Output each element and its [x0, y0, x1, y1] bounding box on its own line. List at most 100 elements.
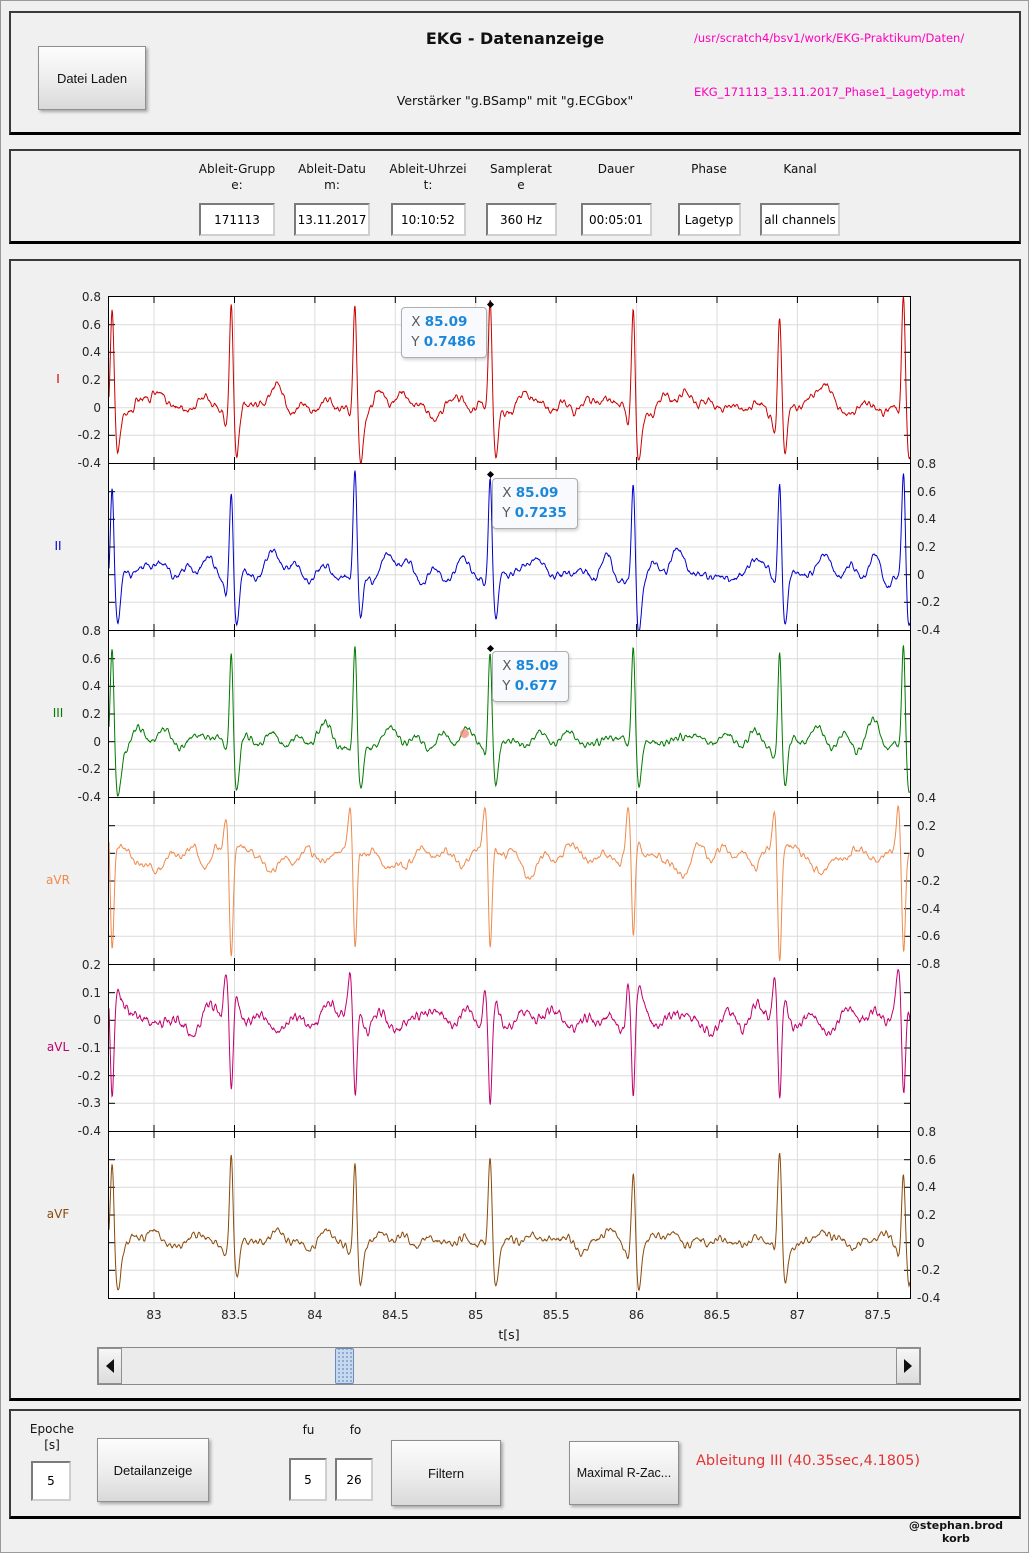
info-field-input[interactable] [199, 203, 275, 236]
info-field-input[interactable] [580, 203, 652, 236]
page-title: EKG - Datenanzeige [425, 29, 605, 48]
y-tick-label: -0.4 [917, 901, 941, 916]
scrollbar-thumb[interactable] [335, 1348, 355, 1384]
datatip-y-label: Y [502, 678, 515, 694]
datatip-y-value: 0.677 [514, 678, 558, 694]
y-tick-label: 0.2 [81, 707, 101, 721]
y-tick-label: 0 [917, 846, 925, 861]
x-tick-label: 84.5 [381, 1308, 409, 1322]
y-tick-label: 0 [917, 567, 925, 582]
datatip-y-value: 0.7486 [423, 334, 476, 351]
datatip-III: X 85.09 Y 0.677 [492, 651, 570, 702]
y-tick-label: -0.4 [77, 456, 101, 470]
info-field-label: Kanal [783, 162, 817, 176]
datatip-II: X 85.09 Y 0.7235 [492, 477, 578, 529]
x-tick-label: 84 [307, 1308, 323, 1322]
x-tick-label: 85.5 [542, 1308, 570, 1322]
epoche-label: Epoche [s] [29, 1422, 75, 1452]
data-file-name: EKG_171113_13.11.2017_Phase1_Lagetyp.mat [694, 85, 965, 99]
y-tick-label: -0.6 [917, 929, 941, 944]
y-tick-label: 0.8 [917, 1125, 937, 1139]
y-tick-label: 0.2 [917, 818, 937, 833]
datatip-x-label: X [502, 658, 516, 674]
p-wave-marker [459, 728, 469, 738]
x-tick-label: 83.5 [221, 1308, 248, 1322]
fu-input[interactable] [289, 1458, 327, 1501]
datatip-x-value: 85.09 [515, 658, 559, 674]
time-scrollbar[interactable] [97, 1347, 921, 1385]
x-tick-label: 87 [789, 1308, 806, 1322]
y-tick-label: -0.8 [917, 957, 941, 971]
maximal-r-zacke-button[interactable]: Maximal R-Zac... [569, 1441, 679, 1505]
fo-input[interactable] [335, 1458, 373, 1501]
info-field-input[interactable] [677, 203, 741, 236]
controls-panel: Epoche [s] Detailanzeige fu fo Filtern M… [9, 1409, 1021, 1519]
y-tick-label: 0.8 [81, 624, 101, 638]
detailanzeige-button[interactable]: Detailanzeige [97, 1438, 209, 1502]
y-tick-label: 0.8 [917, 457, 937, 471]
y-tick-label: 0.8 [81, 290, 101, 304]
subplot-I[interactable] [108, 296, 911, 464]
y-tick-label: 0.6 [917, 1152, 937, 1167]
y-tick-label: -0.2 [77, 1068, 101, 1083]
info-field-input[interactable] [294, 203, 370, 236]
epoche-input[interactable] [31, 1461, 71, 1501]
y-tick-label: 0.4 [81, 345, 101, 360]
data-directory-path: /usr/scratch4/bsv1/work/EKG-Praktikum/Da… [694, 31, 965, 45]
datatip-I: X 85.09 Y 0.7486 [401, 307, 487, 359]
y-tick-label: 0 [917, 1235, 925, 1250]
fu-label: fu [302, 1423, 315, 1437]
info-field-input[interactable] [760, 203, 840, 236]
recording-info-panel: Ableit-Gruppe: Ableit-Datum: Ableit-Uhrzei… [9, 149, 1021, 244]
y-tick-label: -0.4 [917, 1291, 941, 1305]
channel-label-II: II [54, 538, 62, 553]
y-tick-label: -0.2 [917, 1263, 941, 1278]
subplot-aVR[interactable] [108, 797, 911, 965]
y-tick-label: 0.4 [81, 679, 101, 694]
y-tick-label: 0 [93, 1013, 101, 1028]
info-field-input[interactable] [390, 203, 466, 236]
x-tick-label: 86 [628, 1308, 645, 1322]
scroll-right-button[interactable] [896, 1348, 920, 1384]
datatip-x-value: 85.09 [515, 484, 559, 501]
scroll-right-icon [904, 1359, 912, 1373]
datei-laden-button[interactable]: Datei Laden [38, 46, 146, 110]
subplot-aVL[interactable] [108, 964, 911, 1132]
y-tick-label: -0.4 [77, 790, 101, 804]
x-tick-label: 85 [468, 1308, 484, 1322]
y-tick-label: 0.4 [917, 791, 937, 805]
y-tick-label: -0.2 [917, 874, 941, 888]
y-tick-label: -0.2 [77, 428, 101, 443]
datatip-y-label: Y [411, 334, 424, 351]
info-field-input[interactable] [485, 203, 557, 236]
y-tick-label: -0.2 [77, 762, 101, 777]
y-tick-label: 0.4 [917, 1180, 937, 1195]
info-field-label: Dauer [597, 162, 635, 176]
y-tick-label: 0 [93, 400, 101, 415]
info-field-label: Ableit-Uhrzeit: [389, 162, 467, 192]
channel-label-I: I [56, 371, 60, 386]
y-tick-label: 0.2 [917, 540, 937, 554]
y-tick-label: -0.4 [77, 1124, 101, 1138]
channel-label-III: III [52, 705, 64, 720]
r-peak-status-text: Ableitung III (40.35sec,4.1805) [696, 1453, 921, 1469]
channel-label-aVF: aVF [46, 1206, 70, 1221]
subplot-aVF[interactable] [108, 1131, 911, 1299]
y-tick-label: -0.3 [77, 1096, 101, 1111]
y-tick-label: -0.2 [917, 595, 941, 610]
datatip-y-label: Y [502, 504, 515, 521]
y-tick-label: 0.6 [81, 651, 101, 666]
info-field-label: Ableit-Gruppe: [198, 162, 276, 192]
amplifier-subtitle: Verstärker "g.BSamp" mit "g.ECGbox" [396, 93, 634, 108]
y-tick-label: 0.1 [81, 985, 101, 1000]
filtern-button[interactable]: Filtern [391, 1440, 501, 1506]
y-tick-label: 0.2 [81, 958, 101, 972]
datatip-x-label: X [502, 484, 516, 501]
info-field-label: Samplerate [490, 162, 552, 192]
info-field-label: Ableit-Datum: [298, 162, 366, 192]
author-credit: @stephan.brodkorb [908, 1519, 1004, 1545]
scroll-left-button[interactable] [98, 1348, 122, 1384]
y-tick-label: 0.6 [81, 317, 101, 332]
y-tick-label: 0.6 [917, 484, 937, 499]
datatip-y-value: 0.7235 [514, 504, 567, 521]
